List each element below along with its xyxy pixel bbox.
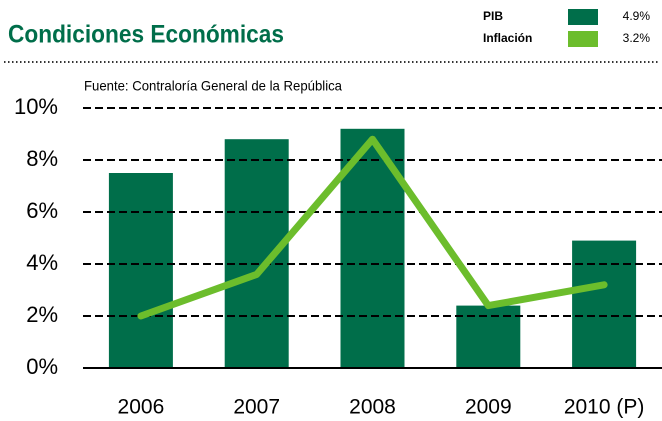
- chart-title: Condiciones Económicas: [8, 21, 284, 49]
- bar: [456, 305, 521, 368]
- legend-label: Inflación: [483, 31, 532, 45]
- legend-value: 3.2%: [623, 31, 651, 45]
- legend-label: PIB: [483, 9, 503, 23]
- y-tick-label: 0%: [26, 354, 58, 379]
- x-tick-label: 2009: [465, 396, 512, 419]
- y-tick-label: 2%: [26, 302, 58, 327]
- legend-value: 4.9%: [623, 9, 651, 23]
- bar: [108, 173, 173, 368]
- x-tick-label: 2008: [349, 396, 396, 419]
- source-note: Fuente: Contraloría General de la Repúbl…: [84, 78, 342, 94]
- y-tick-label: 6%: [26, 198, 58, 223]
- line: [137, 135, 608, 320]
- x-tick-label: 2010 (P): [564, 396, 645, 419]
- legend-swatch: [568, 9, 598, 25]
- y-tick-label: 8%: [26, 146, 58, 171]
- y-tick-label: 4%: [26, 250, 58, 275]
- y-tick-label: 10%: [14, 94, 58, 119]
- x-tick-label: 2007: [233, 396, 280, 419]
- x-tick-label: 2006: [118, 396, 165, 419]
- bar: [572, 240, 637, 368]
- legend-swatch: [568, 31, 598, 47]
